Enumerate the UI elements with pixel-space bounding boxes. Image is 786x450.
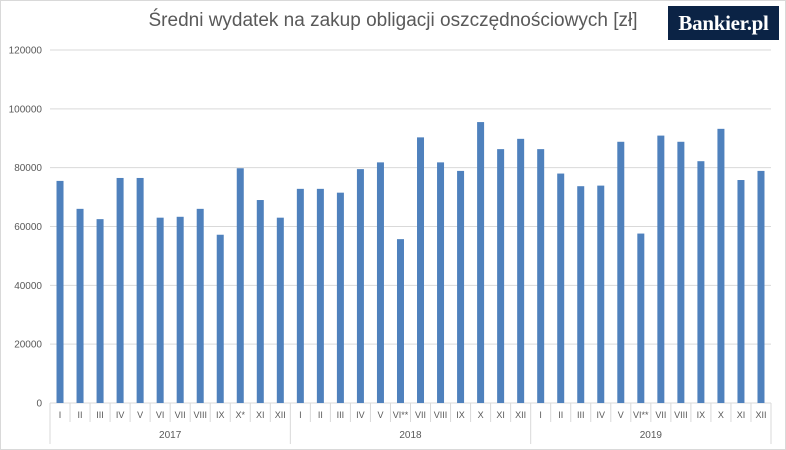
x-tick-label: X xyxy=(718,410,724,420)
bar xyxy=(597,185,605,403)
y-tick-label: 80000 xyxy=(14,163,42,174)
x-tick-label: III xyxy=(337,410,345,420)
x-tick-label: VIII xyxy=(434,410,448,420)
bar xyxy=(657,135,665,404)
bar xyxy=(136,177,144,403)
x-tick-label: XI xyxy=(496,410,505,420)
x-tick-label: XI xyxy=(256,410,265,420)
bar xyxy=(216,234,224,403)
x-tick-label: I xyxy=(539,410,542,420)
bar xyxy=(717,128,725,403)
bar xyxy=(437,162,445,403)
y-tick-label: 0 xyxy=(36,399,42,410)
bar xyxy=(96,219,104,403)
x-tick-label: IX xyxy=(456,410,465,420)
y-tick-label: 20000 xyxy=(14,340,42,351)
y-tick-label: 60000 xyxy=(14,222,42,233)
y-tick-label: 120000 xyxy=(9,46,43,57)
x-tick-label: V xyxy=(377,410,383,420)
bar xyxy=(577,186,585,403)
x-tick-label: XII xyxy=(515,410,526,420)
x-tick-label: VI** xyxy=(393,410,409,420)
bar xyxy=(417,137,425,403)
x-tick-label: III xyxy=(96,410,104,420)
x-tick-label: VI xyxy=(156,410,165,420)
bar xyxy=(697,161,705,403)
x-tick-label: I xyxy=(59,410,62,420)
y-tick-label: 100000 xyxy=(9,104,43,115)
bar xyxy=(517,138,525,404)
bar xyxy=(477,122,485,403)
x-tick-label: XI xyxy=(737,410,746,420)
bar xyxy=(76,208,84,403)
bar xyxy=(56,180,64,403)
x-tick-label: IV xyxy=(597,410,606,420)
bar xyxy=(637,233,645,403)
year-label: 2018 xyxy=(399,430,422,441)
bar xyxy=(757,170,765,403)
bar xyxy=(196,208,204,403)
x-tick-label: VIII xyxy=(674,410,688,420)
bar xyxy=(737,180,745,403)
x-tick-label: II xyxy=(318,410,323,420)
x-tick-label: VII xyxy=(175,410,186,420)
y-tick-label: 40000 xyxy=(14,281,42,292)
x-tick-label: II xyxy=(558,410,563,420)
bar xyxy=(276,217,284,403)
chart-title: Średni wydatek na zakup obligacji oszczę… xyxy=(148,10,638,31)
x-tick-label: X* xyxy=(236,410,246,420)
bar xyxy=(176,216,184,403)
x-tick-label: XII xyxy=(755,410,766,420)
x-tick-label: V xyxy=(618,410,624,420)
bar xyxy=(376,162,384,403)
bar xyxy=(236,168,244,403)
bar xyxy=(677,141,685,403)
year-label: 2019 xyxy=(640,430,663,441)
x-tick-label: II xyxy=(78,410,83,420)
bar xyxy=(617,141,625,403)
bar xyxy=(497,149,505,403)
bar xyxy=(356,169,364,403)
bar xyxy=(156,217,164,403)
x-tick-label: IX xyxy=(697,410,706,420)
bar xyxy=(296,188,304,403)
bar xyxy=(336,192,344,403)
x-tick-label: IX xyxy=(216,410,225,420)
x-tick-label: VII xyxy=(415,410,426,420)
x-tick-label: X xyxy=(478,410,484,420)
x-tick-label: V xyxy=(137,410,143,420)
x-tick-label: IV xyxy=(356,410,365,420)
x-tick-label: I xyxy=(299,410,302,420)
x-tick-label: III xyxy=(577,410,585,420)
x-tick-label: VIII xyxy=(193,410,207,420)
bar xyxy=(557,173,565,403)
bar xyxy=(396,239,404,403)
x-tick-label: VI** xyxy=(633,410,649,420)
x-tick-label: XII xyxy=(275,410,286,420)
x-tick-label: IV xyxy=(116,410,125,420)
bar xyxy=(457,170,465,403)
year-label: 2017 xyxy=(159,430,182,441)
x-tick-label: VII xyxy=(655,410,666,420)
bankier-logo: Bankier.pl xyxy=(668,6,779,40)
bar xyxy=(537,149,545,403)
bar xyxy=(316,188,324,403)
bar xyxy=(116,177,124,403)
bar xyxy=(256,200,264,403)
